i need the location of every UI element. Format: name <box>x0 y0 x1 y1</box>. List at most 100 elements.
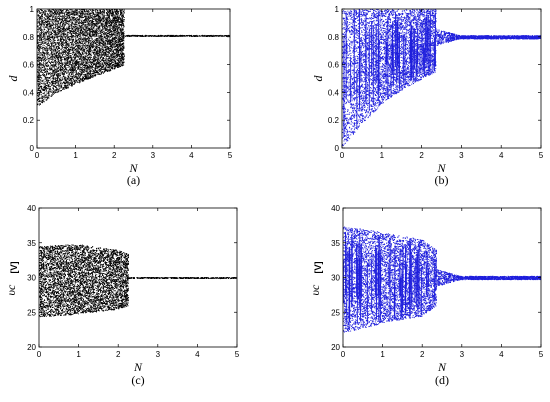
scatter-point-a <box>122 21 124 23</box>
scatter-point-a <box>121 54 123 56</box>
scatter-point-a <box>88 25 90 27</box>
scatter-point-a <box>74 31 75 33</box>
scatter-point-a <box>51 11 53 13</box>
scatter-point-a <box>56 52 58 53</box>
scatter-point-a <box>79 38 80 39</box>
scatter-point-a <box>111 46 113 48</box>
scatter-point-a <box>57 70 59 72</box>
scatter-point-a <box>77 9 78 11</box>
scatter-point-a <box>100 61 102 63</box>
scatter-point-a <box>84 42 86 44</box>
scatter-point-a <box>40 47 42 49</box>
scatter-point-a <box>92 32 93 34</box>
scatter-point-a <box>44 66 46 68</box>
scatter-point-a <box>73 61 75 63</box>
scatter-point-a <box>120 61 122 63</box>
scatter-point-a <box>117 41 119 43</box>
scatter-point-a <box>121 27 122 29</box>
scatter-point-a <box>79 12 81 14</box>
scatter-point-a <box>96 14 98 15</box>
scatter-point-a <box>87 61 89 63</box>
scatter-point-a <box>88 52 90 53</box>
scatter-point-a <box>52 91 54 93</box>
scatter-point-a <box>56 46 57 48</box>
scatter-point-a <box>100 38 102 40</box>
scatter-point-a <box>113 68 115 70</box>
scatter-point-a <box>86 63 88 64</box>
scatter-point-a <box>44 90 46 92</box>
scatter-point-a <box>91 23 93 25</box>
scatter-point-a <box>103 19 105 20</box>
scatter-point-a <box>112 41 114 42</box>
scatter-point-a <box>92 24 94 26</box>
scatter-point-a <box>72 76 74 78</box>
scatter-point-a <box>68 46 69 48</box>
scatter-point-a <box>120 29 122 31</box>
scatter-point-a <box>121 31 122 33</box>
scatter-point-a <box>47 53 48 54</box>
scatter-point-a <box>77 77 79 78</box>
scatter-point-a <box>78 35 79 36</box>
scatter-point-a <box>103 12 104 14</box>
scatter-point-a <box>103 13 105 15</box>
scatter-point-a <box>75 18 77 20</box>
scatter-point-a <box>82 9 84 11</box>
scatter-point-a <box>93 45 95 47</box>
scatter-point-a <box>65 11 67 13</box>
scatter-point-a <box>110 60 112 62</box>
scatter-point-a <box>62 88 64 90</box>
scatter-point-a <box>79 47 80 49</box>
scatter-point-a <box>108 18 110 20</box>
scatter-point-a <box>47 85 49 87</box>
scatter-point-a <box>62 62 64 64</box>
scatter-point-a <box>85 25 87 27</box>
scatter-point-a <box>93 70 95 72</box>
scatter-point-a <box>56 32 58 34</box>
scatter-point-a <box>118 22 120 24</box>
scatter-point-a <box>60 12 62 14</box>
scatter-point-a <box>50 72 52 74</box>
scatter-point-a <box>116 33 118 35</box>
scatter-point-a <box>82 63 84 65</box>
scatter-point-a <box>37 74 39 76</box>
scatter-point-a <box>87 71 89 73</box>
scatter-point-a <box>41 17 42 19</box>
scatter-point-a <box>54 92 55 94</box>
scatter-point-a <box>68 13 69 15</box>
scatter-point-a <box>59 35 61 37</box>
scatter-point-a <box>53 65 55 67</box>
scatter-point-a <box>38 15 39 17</box>
scatter-point-a <box>97 33 99 35</box>
scatter-point-a <box>120 10 121 12</box>
scatter-point-a <box>79 67 81 68</box>
scatter-point-a <box>61 86 63 88</box>
scatter-point-a <box>106 47 108 49</box>
scatter-point-a <box>38 65 40 66</box>
scatter-point-a <box>40 81 42 83</box>
scatter-point-a <box>114 62 116 64</box>
scatter-point-a <box>74 69 76 71</box>
scatter-point-a <box>101 40 103 41</box>
scatter-point-a <box>92 71 94 72</box>
scatter-point-a <box>48 94 50 96</box>
scatter-point-a <box>41 19 42 21</box>
scatter-point-a <box>44 87 45 89</box>
scatter-point-a <box>110 30 112 32</box>
scatter-point-a <box>81 10 83 12</box>
scatter-point-a <box>101 51 103 53</box>
scatter-point-a <box>61 28 63 30</box>
scatter-point-a <box>80 79 82 81</box>
scatter-point-a <box>122 35 124 37</box>
scatter-point-a <box>118 43 120 45</box>
scatter-point-a <box>64 51 66 53</box>
scatter-point-a <box>122 27 124 29</box>
scatter-point-a <box>56 43 58 45</box>
scatter-point-a <box>74 51 76 53</box>
scatter-point-a <box>75 51 77 52</box>
scatter-point-a <box>46 21 48 23</box>
scatter-point-a <box>104 42 106 44</box>
scatter-point-a <box>104 52 106 54</box>
scatter-point-a <box>58 15 60 17</box>
scatter-point-a <box>116 19 118 21</box>
scatter-point-a <box>79 29 81 31</box>
